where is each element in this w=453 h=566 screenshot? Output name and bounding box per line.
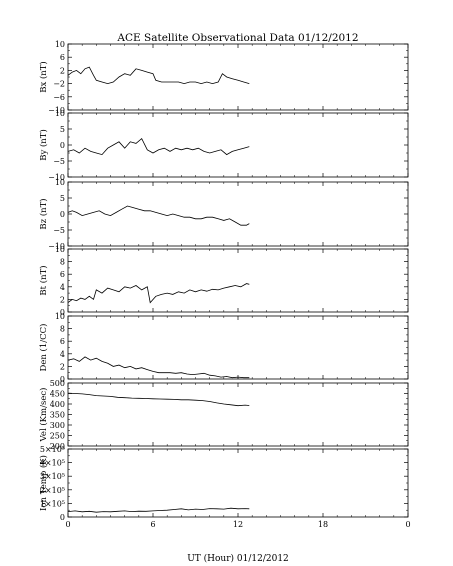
y-tick-label: 8 bbox=[60, 258, 65, 267]
y-tick-label: 4 bbox=[60, 283, 65, 292]
y-tick-label: 10 bbox=[55, 40, 65, 49]
y-axis-label: By (nT) bbox=[38, 129, 49, 161]
y-tick-label: 5×10⁵ bbox=[40, 445, 65, 454]
y-tick-label: −10 bbox=[48, 242, 65, 251]
y-tick-label: 10 bbox=[55, 178, 65, 187]
y-tick-label: 8 bbox=[60, 325, 65, 334]
y-tick-label: 10 bbox=[55, 312, 65, 321]
y-axis-label: Bt (nT) bbox=[38, 265, 49, 295]
panel-1: −10 −6 −2 2 6 10 Bx (nT) bbox=[38, 40, 409, 115]
series-line bbox=[67, 137, 250, 156]
y-tick-label: −10 bbox=[48, 106, 65, 115]
y-tick-label: 2 bbox=[60, 295, 65, 304]
panel-2: −10 −5 0 5 10 By (nT) bbox=[38, 109, 409, 182]
y-tick-label: 450 bbox=[50, 390, 65, 399]
panel-frame bbox=[67, 315, 409, 380]
y-tick-label: 3×10⁵ bbox=[40, 472, 65, 481]
panel-4: 0 2 4 6 8 10 Bt (nT) bbox=[38, 245, 409, 317]
series-line bbox=[67, 205, 250, 226]
y-tick-label: 300 bbox=[50, 421, 65, 430]
y-tick-label: 400 bbox=[50, 400, 65, 409]
y-tick-label: −2 bbox=[53, 80, 65, 89]
y-axis-label: Bz (nT) bbox=[38, 198, 49, 229]
x-tick-label: 0 bbox=[405, 520, 410, 529]
panel-5: 0 2 4 6 8 10 Den (1/CC) bbox=[38, 312, 409, 384]
y-tick-label: 5 bbox=[60, 125, 65, 134]
x-tick-label: 12 bbox=[233, 520, 243, 529]
series-line bbox=[67, 283, 250, 304]
y-tick-label: 200 bbox=[50, 442, 65, 451]
panel-frame bbox=[67, 112, 409, 178]
y-tick-label: 500 bbox=[50, 379, 65, 388]
y-tick-label: 10 bbox=[55, 109, 65, 118]
figure-title: ACE Satellite Observational Data 01/12/2… bbox=[116, 32, 358, 44]
y-tick-label: 0 bbox=[60, 375, 65, 384]
y-tick-label: 1×10⁵ bbox=[40, 499, 65, 508]
series-line bbox=[67, 66, 250, 85]
panel-3: −10 −5 0 5 10 Bz (nT) bbox=[38, 178, 409, 251]
series-line bbox=[67, 356, 250, 379]
y-axis-label: Bx (nT) bbox=[38, 61, 49, 93]
x-tick-label: 18 bbox=[318, 520, 328, 529]
y-tick-label: −5 bbox=[53, 226, 65, 235]
y-tick-label: −10 bbox=[48, 173, 65, 182]
panel-frame bbox=[67, 181, 409, 247]
y-tick-label: 4 bbox=[60, 350, 65, 359]
y-axis-label: Ion Temp (K) bbox=[38, 455, 49, 511]
y-tick-label: 2×10⁵ bbox=[40, 486, 65, 495]
y-axis-label: Den (1/CC) bbox=[38, 324, 49, 372]
y-tick-label: 0 bbox=[60, 141, 65, 150]
y-tick-label: 0 bbox=[60, 513, 65, 522]
y-tick-label: 0 bbox=[60, 308, 65, 317]
y-tick-label: −6 bbox=[53, 93, 65, 102]
x-tick-label: 6 bbox=[150, 520, 155, 529]
y-tick-label: 350 bbox=[50, 411, 65, 420]
y-axis-label: Vel (Km/sec) bbox=[38, 388, 49, 443]
y-tick-label: 5 bbox=[60, 194, 65, 203]
y-tick-label: −5 bbox=[53, 157, 65, 166]
panel-frame bbox=[67, 382, 409, 447]
panels: −10 −6 −2 2 6 10 Bx (nT) −10 −5 0 5 10 By (nT) −10 −5 0… bbox=[38, 40, 411, 529]
y-tick-label: 4×10⁵ bbox=[40, 459, 65, 468]
panel-frame bbox=[67, 448, 409, 518]
panel-frame bbox=[67, 248, 409, 313]
y-tick-label: 6 bbox=[60, 53, 65, 62]
series-line bbox=[67, 392, 250, 407]
x-axis-title: UT (Hour) 01/12/2012 bbox=[187, 553, 289, 564]
x-tick-label: 0 bbox=[65, 520, 70, 529]
y-tick-label: 6 bbox=[60, 270, 65, 279]
y-tick-label: 2 bbox=[60, 362, 65, 371]
y-tick-label: 10 bbox=[55, 245, 65, 254]
series-line bbox=[67, 507, 250, 513]
y-tick-label: 0 bbox=[60, 210, 65, 219]
y-tick-label: 250 bbox=[50, 432, 65, 441]
y-tick-label: 2 bbox=[60, 66, 65, 75]
y-tick-label: 6 bbox=[60, 337, 65, 346]
